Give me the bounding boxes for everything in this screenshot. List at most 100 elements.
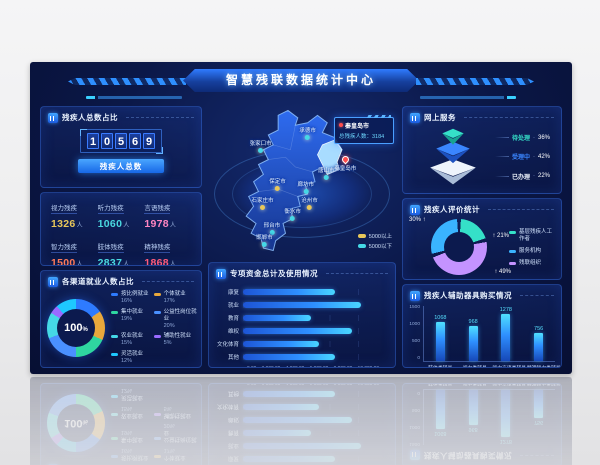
digit-tile: 1: [87, 133, 99, 149]
city-dot: [269, 229, 275, 235]
city-marker-baoding[interactable]: 保定市: [269, 177, 286, 191]
callout-bottom: ↑ 49%: [494, 269, 511, 275]
stat-value: 1868: [144, 257, 169, 266]
evaluation-legend: 基层残疾人工作者 服务机构 残联组织: [509, 229, 555, 267]
city-dot: [290, 215, 296, 221]
city-dot: [307, 205, 313, 211]
bar-value: 1278: [499, 307, 512, 314]
evaluation-chart-area: 30% ↑ ↑ 21% ↑ 49%: [409, 217, 511, 279]
callout-left: 30% ↑: [409, 217, 426, 223]
x-axis-ticks: 0.00 2,000.00 4,000.00 6,000.00 8,000.00…: [247, 366, 379, 367]
employment-chart-body: 100% 按比例就业 16% 个体就业 17% 集中就业 19%: [41, 289, 201, 365]
city-dot: [275, 185, 281, 191]
city-marker-qinhuangdao-selected[interactable]: 秦皇岛市: [334, 154, 356, 172]
legend-swatch: [153, 335, 161, 339]
legend-swatch: [153, 310, 161, 314]
panel-header: 专项资金总计及使用情况: [209, 263, 395, 281]
bar: [501, 314, 511, 361]
panel-title: 专项资金总计及使用情况: [230, 269, 318, 278]
stat-value: 1326: [51, 218, 76, 230]
panel-special-funds: 专项资金总计及使用情况 康复 就业 教育 维权: [208, 262, 396, 368]
pyramid-label-row: 待处理 · 36%: [495, 133, 553, 142]
legend-swatch: [111, 293, 118, 296]
bar-row: 其他: [213, 350, 387, 363]
panel-title: 残疾人总数占比: [62, 113, 118, 122]
digit-tile: 9: [143, 133, 155, 149]
right-column: 网上服务 待处理 · 36%: [402, 106, 562, 368]
legend-swatch: [509, 250, 516, 253]
bar: [243, 327, 353, 334]
panel-employment-share: 各渠道就业人数占比 100% 按比例就业 16% 个体就业 17%: [40, 270, 202, 368]
legend-item: 按比例就业 16%: [111, 291, 150, 305]
city-dot: [323, 174, 329, 180]
header-decoration-left: [68, 78, 186, 85]
evaluation-donut-chart: [431, 219, 487, 275]
panel-header: 残疾人评价统计: [403, 199, 561, 217]
legend-item: 灵活就业 12%: [111, 351, 150, 365]
stat-item: 精神残疾 1868人: [144, 241, 191, 266]
panel-header: 残疾人总数占比: [41, 107, 201, 125]
city-marker-shijiazhuang[interactable]: 石家庄市: [252, 196, 274, 211]
dashboard: 智慧残联数据统计中心 残疾人总数占比 1 0 5 6 9 残疾人总数 视力残疾: [30, 62, 572, 374]
pyramid-label-row: 已办理 · 22%: [495, 172, 553, 181]
bar: [435, 321, 445, 361]
panel-title: 残疾人评价统计: [424, 205, 480, 214]
city-marker-hengshui[interactable]: 衡水市: [284, 207, 301, 221]
bar-slot: 968: [457, 306, 488, 361]
page-title: 智慧残联数据统计中心: [225, 73, 376, 87]
legend-swatch: [357, 234, 366, 238]
funds-bar-chart: 康复 就业 教育 维权 文化体育: [209, 281, 395, 367]
stat-label: 言语残疾: [144, 202, 170, 214]
legend-item: 农业就业 15%: [111, 333, 150, 347]
stat-value: 2837: [97, 257, 123, 266]
province-map: 张家口市 承德市 唐山市 廊坊市 保定市 沧州市: [208, 106, 396, 258]
digit-tile: 5: [115, 133, 127, 149]
panel-online-service: 网上服务 待处理 · 36%: [402, 106, 562, 194]
stat-unit: 人: [76, 262, 83, 266]
legend-item: 公益性岗位就业 20%: [153, 309, 199, 330]
y-axis-ticks: 1500 1000 500 0: [409, 305, 420, 362]
digit-tile: 0: [101, 133, 113, 149]
deco-line-right: [420, 96, 516, 99]
callout-right: ↑ 21%: [492, 233, 509, 239]
city-marker-langfang[interactable]: 廊坊市: [297, 180, 314, 194]
legend-swatch: [111, 335, 118, 339]
bar-slot: 756: [523, 306, 554, 361]
donut-hole: [444, 232, 474, 262]
tooltip-stat-label: 总残疾人数：: [338, 133, 372, 140]
city-marker-tangshan[interactable]: 唐山市: [318, 166, 335, 180]
city-dot: [258, 147, 264, 153]
stat-unit: 人: [76, 223, 83, 229]
legend-swatch: [509, 231, 516, 235]
bar: [468, 325, 478, 361]
legend-swatch: [509, 261, 516, 265]
city-marker-chengde[interactable]: 承德市: [299, 126, 316, 141]
city-marker-cangzhou[interactable]: 沧州市: [301, 196, 318, 211]
total-count-button[interactable]: 残疾人总数: [78, 159, 164, 173]
city-marker-handan[interactable]: 邯郸市: [256, 233, 273, 247]
bar-slot: 1068: [425, 306, 456, 361]
legend-swatch: [111, 353, 118, 357]
plot-area: 1068 968 1278 756: [423, 306, 555, 362]
panel-evaluation-stats: 残疾人评价统计 30% ↑ ↑ 21% ↑ 49% 基层残疾人工作者: [402, 198, 562, 280]
stat-unit: 人: [169, 262, 176, 266]
legend-item: 残联组织: [509, 260, 555, 267]
stat-value: 1500: [51, 257, 76, 266]
stat-unit: 人: [169, 223, 176, 229]
bar: [243, 340, 320, 347]
city-marker-zhangjiakou[interactable]: 张家口市: [250, 139, 272, 153]
digit-tile: 6: [129, 133, 141, 149]
leader-line: [495, 175, 509, 177]
tooltip-city: 秦皇岛市: [344, 123, 369, 130]
employment-donut-chart: 100%: [47, 298, 105, 357]
city-marker-xingtai[interactable]: 邢台市: [264, 221, 280, 235]
stat-item: 智力残疾 1500人: [51, 241, 98, 266]
leader-line: [495, 156, 509, 158]
panel-assistive-devices: 残疾人辅助器具购买情况 1500 1000 500 0 1068 968: [402, 284, 562, 368]
left-column: 残疾人总数占比 1 0 5 6 9 残疾人总数 视力残疾 1326人 听力残疾 …: [40, 106, 202, 368]
legend-item: 服务机构: [509, 248, 555, 255]
legend-item: 5000以下: [357, 242, 392, 250]
header-decoration-right: [416, 78, 534, 85]
title-banner: 智慧残联数据统计中心: [183, 69, 419, 92]
bar-chart-icon: [48, 276, 58, 287]
